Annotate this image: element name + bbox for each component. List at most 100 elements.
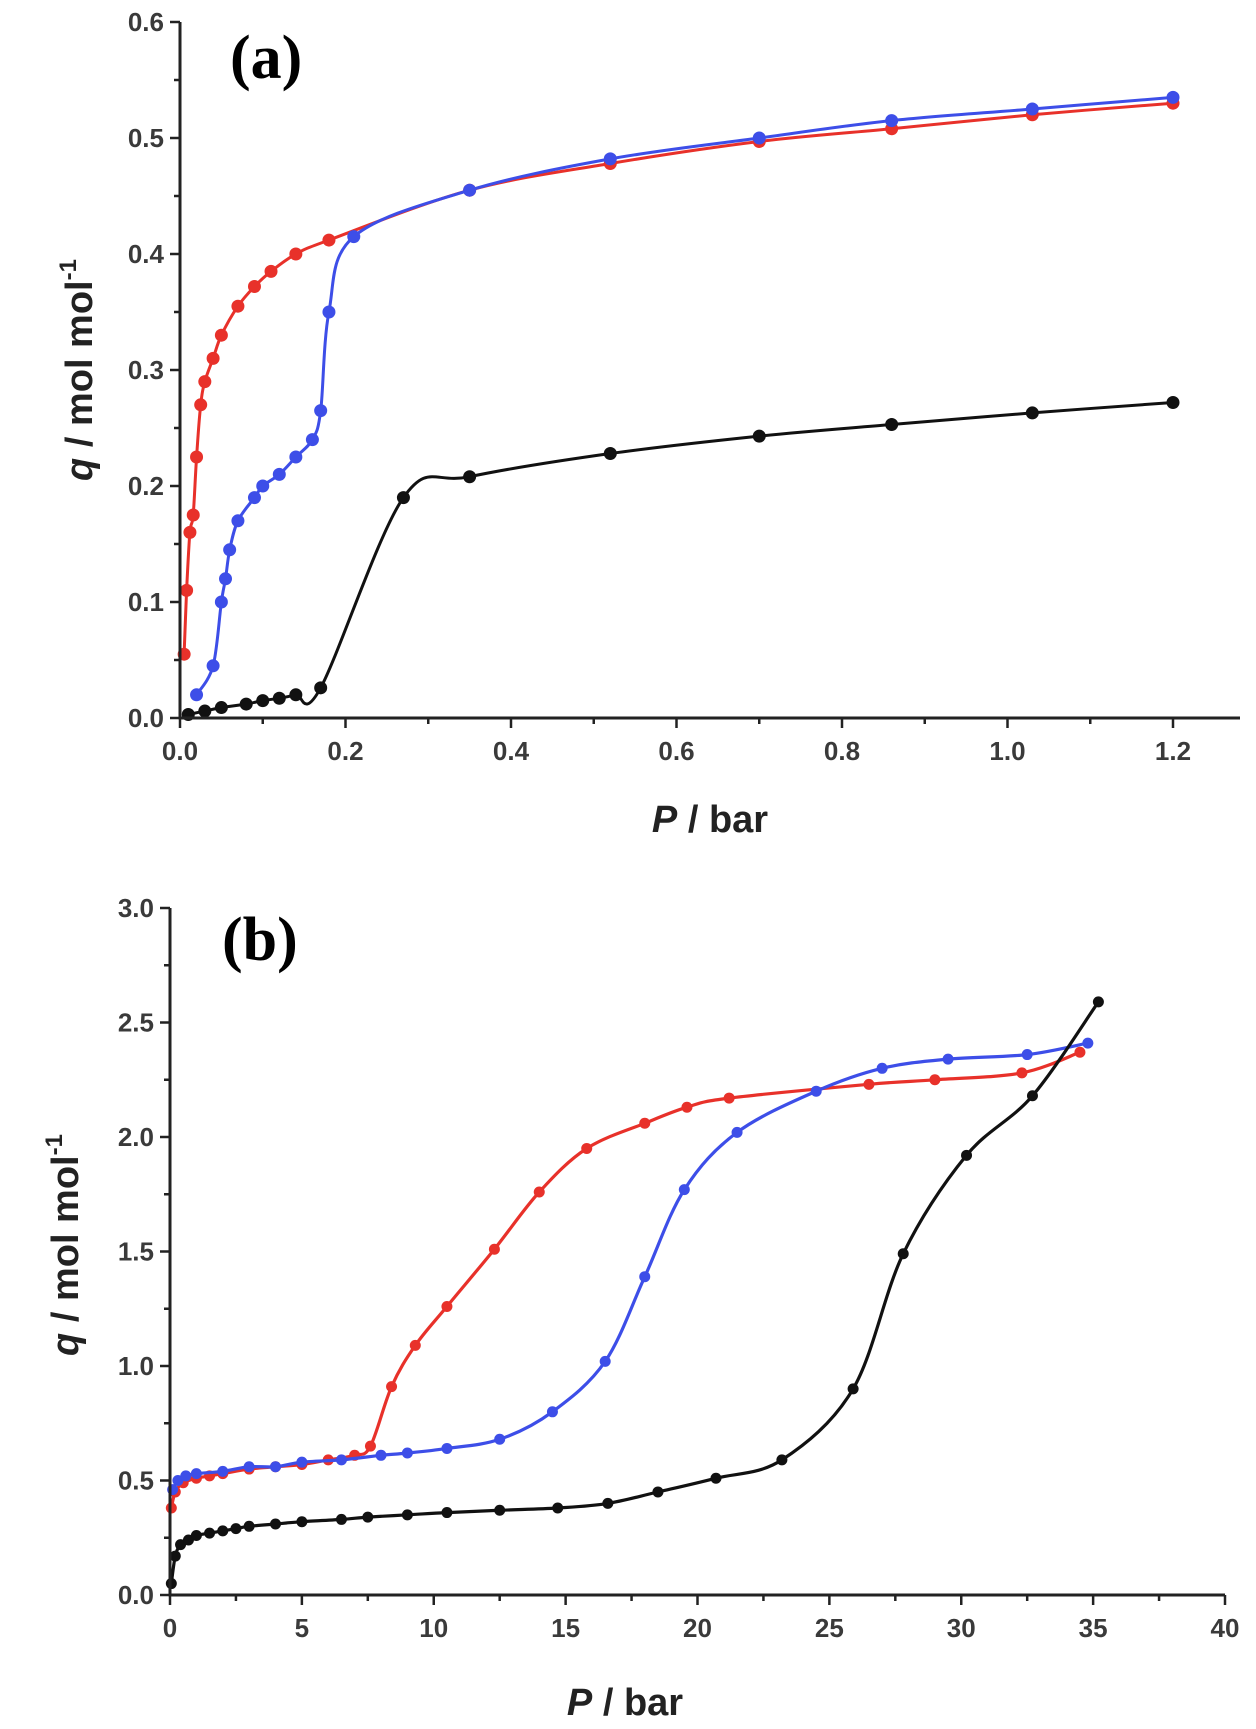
data-point-a-1 [214, 328, 228, 342]
data-point-b-1 [1074, 1046, 1086, 1058]
series-line-b-1 [169, 1050, 1081, 1509]
y-tick-label-b: 2.0 [118, 1122, 154, 1152]
data-point-a-2 [305, 433, 319, 447]
data-point-b-3 [602, 1497, 614, 1509]
data-point-a-1 [247, 279, 261, 293]
data-point-b-2 [731, 1126, 743, 1138]
data-point-b-1 [723, 1092, 735, 1104]
data-point-b-1 [1016, 1067, 1028, 1079]
y-tick-label-a: 0.1 [128, 587, 164, 617]
x-tick-label-a: 1.0 [989, 736, 1025, 766]
data-point-b-2 [1021, 1049, 1033, 1061]
data-point-b-3 [494, 1504, 506, 1516]
data-point-a-2 [219, 572, 233, 586]
data-point-b-3 [441, 1507, 453, 1519]
data-point-a-3 [256, 694, 270, 708]
data-point-b-1 [441, 1300, 453, 1312]
data-point-b-1 [364, 1440, 376, 1452]
x-tick-label-a: 0.2 [327, 736, 363, 766]
x-tick-label-a: 1.2 [1155, 736, 1191, 766]
y-ticks-a: 0.0 0.1 0.2 0.3 0.4 0.5 0.6 [128, 7, 180, 733]
data-point-b-1 [639, 1117, 651, 1129]
data-point-a-2 [347, 230, 361, 244]
y-ticks-b: 0.0 0.5 1.0 1.5 2.0 2.5 3.0 [118, 893, 170, 1610]
data-point-a-2 [214, 595, 228, 609]
data-point-b-2 [678, 1184, 690, 1196]
data-point-b-3 [897, 1248, 909, 1260]
data-point-a-3 [289, 688, 303, 702]
chart-panel-a: 0.0 0.2 0.4 0.6 0.8 1.0 1.2 0.0 0.1 0.2 0.3 0.4 0.5… [55, 7, 1240, 841]
data-point-a-1 [190, 450, 204, 464]
data-point-b-3 [847, 1383, 859, 1395]
data-point-a-3 [214, 701, 228, 715]
data-point-a-2 [1025, 102, 1039, 116]
panel-label-a: (a) [230, 24, 302, 92]
data-point-b-1 [409, 1339, 421, 1351]
data-point-b-1 [386, 1381, 398, 1393]
y-tick-label-a: 0.3 [128, 355, 164, 385]
data-point-b-3 [1092, 996, 1104, 1008]
plot-area-a [177, 90, 1180, 722]
data-point-b-2 [375, 1449, 387, 1461]
data-point-b-3 [552, 1502, 564, 1514]
data-point-a-3 [396, 491, 410, 505]
x-tick-label-b: 0 [163, 1613, 177, 1643]
y-tick-label-a: 0.6 [128, 7, 164, 37]
data-point-a-1 [264, 264, 278, 278]
data-point-a-3 [239, 697, 253, 711]
data-point-b-3 [296, 1516, 308, 1528]
data-point-a-3 [314, 681, 328, 695]
data-point-a-2 [247, 491, 261, 505]
x-axis-var-a: P [652, 799, 678, 841]
data-point-b-1 [929, 1074, 941, 1086]
series-line-b-3 [169, 1000, 1100, 1584]
series-line-a-3 [187, 401, 1174, 716]
x-ticks-a: 0.0 0.2 0.4 0.6 0.8 1.0 1.2 [162, 718, 1191, 766]
data-point-a-2 [223, 543, 237, 557]
data-point-a-2 [206, 659, 220, 673]
data-point-b-2 [296, 1456, 308, 1468]
y-tick-label-b: 0.5 [118, 1466, 154, 1496]
data-point-b-3 [362, 1511, 374, 1523]
data-point-b-1 [581, 1142, 593, 1154]
data-point-a-1 [322, 233, 336, 247]
data-point-a-2 [231, 514, 245, 528]
data-point-a-2 [314, 404, 328, 418]
data-point-b-3 [710, 1472, 722, 1484]
y-tick-label-b: 3.0 [118, 893, 154, 923]
data-point-a-3 [885, 418, 899, 432]
data-point-a-3 [752, 429, 766, 443]
x-tick-label-b: 15 [551, 1613, 580, 1643]
x-tick-label-a: 0.0 [162, 736, 198, 766]
data-point-b-2 [243, 1461, 255, 1473]
y-tick-label-a: 0.5 [128, 123, 164, 153]
data-point-a-1 [186, 508, 200, 522]
data-point-a-3 [1166, 395, 1180, 409]
data-point-b-3 [169, 1550, 181, 1562]
x-axis-unit-b: / bar [592, 1682, 683, 1724]
x-axis-unit-a: / bar [677, 799, 768, 841]
y-tick-label-a: 0.4 [128, 239, 165, 269]
y-axis-var-a: q [59, 458, 101, 481]
series-line-b-2 [171, 1041, 1089, 1491]
y-axis-sup-b: -1 [41, 1134, 68, 1155]
x-axis-var-b: P [567, 1682, 593, 1724]
data-point-b-2 [335, 1454, 347, 1466]
data-point-a-1 [180, 583, 194, 597]
data-point-b-3 [217, 1525, 229, 1537]
series-line-a-1 [182, 101, 1174, 655]
x-tick-label-b: 20 [683, 1613, 712, 1643]
data-point-b-3 [243, 1520, 255, 1532]
data-point-a-2 [322, 305, 336, 319]
data-point-b-2 [217, 1465, 229, 1477]
x-tick-label-a: 0.6 [658, 736, 694, 766]
y-axis-title-b: q / mol mol-1 [41, 1134, 87, 1356]
y-tick-label-b: 2.5 [118, 1008, 154, 1038]
y-tick-label-b: 1.0 [118, 1351, 154, 1381]
data-point-b-2 [876, 1062, 888, 1074]
data-point-b-2 [494, 1433, 506, 1445]
data-point-b-2 [270, 1461, 281, 1473]
data-point-b-3 [961, 1149, 973, 1161]
data-point-b-1 [681, 1101, 693, 1113]
